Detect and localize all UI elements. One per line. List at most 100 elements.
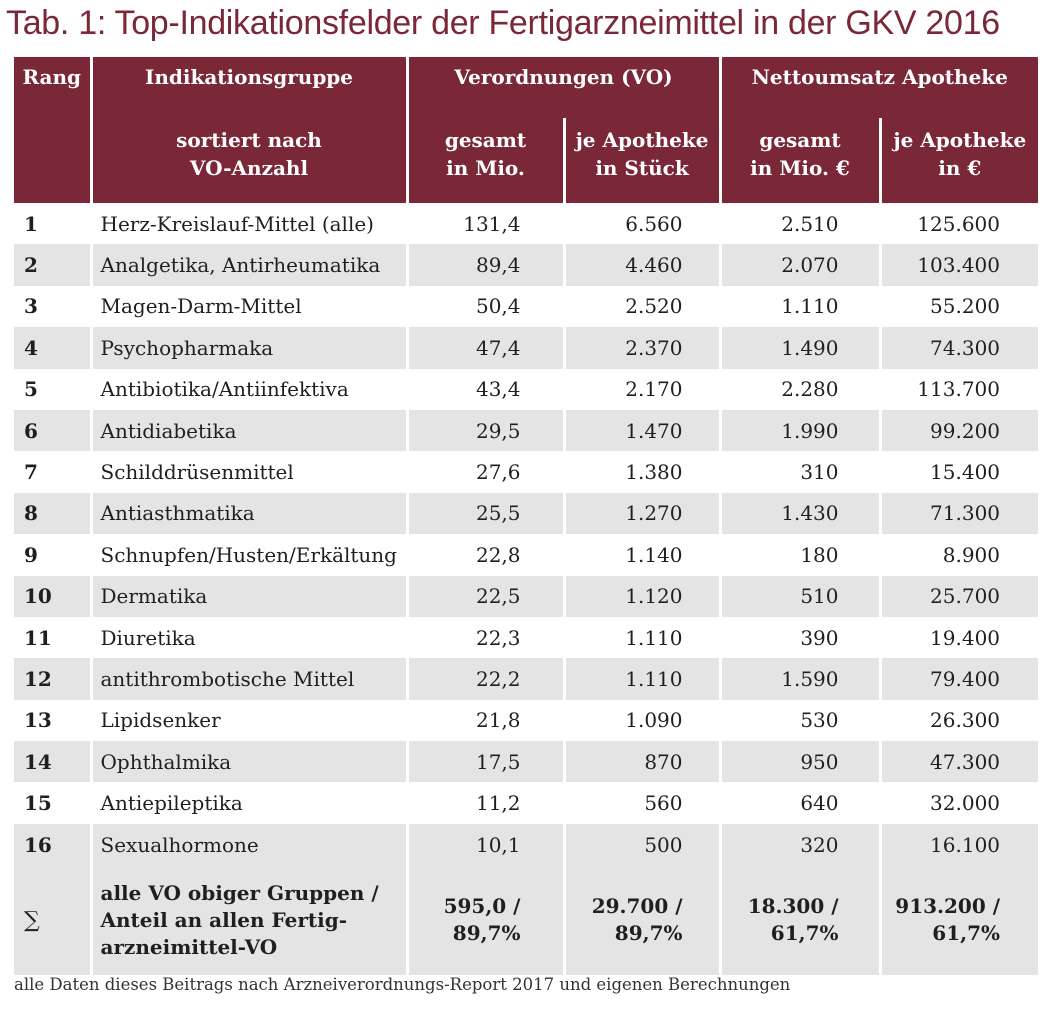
- row-rank: 8: [14, 492, 93, 535]
- header-group-sort: sortiert nach VO-Anzahl: [89, 118, 409, 203]
- sum-vo-total-value: 595,0 /: [443, 894, 521, 919]
- row-rev-pharmacy: 15.400: [878, 451, 1039, 493]
- row-rev-pharmacy: 26.300: [878, 699, 1039, 742]
- row-vo-total: 29,5: [405, 409, 566, 452]
- row-rev-pharmacy: 8.900: [878, 534, 1039, 576]
- header-group-sort-line1: sortiert nach: [176, 128, 322, 152]
- header-rev-pharmacy-line2: in €: [938, 156, 982, 180]
- header-vo-pharmacy: je Apotheke in Stück: [562, 118, 722, 203]
- table-row: 4 Psychopharmaka 47,4 2.370 1.490 74.300: [14, 327, 1039, 369]
- table-row: 8 Antiasthmatika 25,5 1.270 1.430 71.300: [14, 492, 1039, 535]
- row-rank: 1: [14, 203, 93, 245]
- row-indication-group: Ophthalmika: [89, 741, 409, 783]
- row-rank: 7: [14, 451, 93, 493]
- row-vo-total: 27,6: [405, 451, 566, 493]
- sum-vo-total: 595,0 / 89,7%: [405, 865, 566, 976]
- row-rev-total: 2.280: [718, 368, 882, 410]
- row-vo-total: 43,4: [405, 368, 566, 410]
- row-rev-pharmacy: 103.400: [878, 244, 1039, 286]
- table-row: 12 antithrombotische Mittel 22,2 1.110 1.590…: [14, 658, 1039, 700]
- header-rev-total: gesamt in Mio. €: [718, 118, 882, 203]
- row-rev-total: 320: [718, 823, 882, 866]
- header-group-sort-line2: VO-Anzahl: [189, 156, 309, 180]
- row-rev-pharmacy: 79.400: [878, 658, 1039, 700]
- row-rev-pharmacy: 99.200: [878, 409, 1039, 452]
- row-indication-group: antithrombotische Mittel: [89, 658, 409, 700]
- header-rank: Rang: [14, 57, 93, 203]
- table-title: Tab. 1: Top-Indikationsfelder der Fertig…: [6, 4, 1000, 42]
- header-vo-pharmacy-line1: je Apotheke: [575, 128, 709, 152]
- sum-rev-pharmacy-value: 913.200 /: [895, 894, 1001, 919]
- header-vo-total-line2: in Mio.: [446, 156, 525, 180]
- sum-symbol: ∑: [14, 865, 93, 976]
- row-rank: 14: [14, 741, 93, 783]
- table-row: 2 Analgetika, Antirheumatika 89,4 4.460 2.07…: [14, 244, 1039, 286]
- row-vo-pharmacy: 1.470: [562, 409, 722, 452]
- row-rev-pharmacy: 25.700: [878, 575, 1039, 617]
- row-rank: 15: [14, 782, 93, 824]
- table-row: 13 Lipidsenker 21,8 1.090 530 26.300: [14, 699, 1039, 742]
- row-rev-total: 2.510: [718, 203, 882, 245]
- row-rank: 9: [14, 534, 93, 576]
- row-vo-pharmacy: 4.460: [562, 244, 722, 286]
- row-indication-group: Dermatika: [89, 575, 409, 617]
- row-vo-pharmacy: 1.110: [562, 616, 722, 659]
- header-prescriptions: Verordnungen (VO): [405, 57, 722, 118]
- header-rev-pharmacy: je Apotheke in €: [878, 118, 1039, 203]
- row-indication-group: Analgetika, Antirheumatika: [89, 244, 409, 286]
- row-indication-group: Lipidsenker: [89, 699, 409, 742]
- row-vo-total: 131,4: [405, 203, 566, 245]
- row-vo-total: 50,4: [405, 285, 566, 328]
- row-vo-pharmacy: 500: [562, 823, 722, 866]
- header-vo-total-line1: gesamt: [444, 128, 527, 152]
- row-vo-pharmacy: 870: [562, 741, 722, 783]
- row-rev-total: 1.990: [718, 409, 882, 452]
- row-vo-total: 22,3: [405, 616, 566, 659]
- sum-rev-pharmacy-share: 61,7%: [932, 921, 1001, 946]
- row-rank: 12: [14, 658, 93, 700]
- table-row: 10 Dermatika 22,5 1.120 510 25.700: [14, 575, 1039, 617]
- row-rev-total: 640: [718, 782, 882, 824]
- row-rev-total: 1.430: [718, 492, 882, 535]
- row-vo-pharmacy: 560: [562, 782, 722, 824]
- table-row: 1 Herz-Kreislauf-Mittel (alle) 131,4 6.560 2…: [14, 203, 1039, 245]
- row-rank: 10: [14, 575, 93, 617]
- row-vo-pharmacy: 2.370: [562, 327, 722, 369]
- row-indication-group: Antiasthmatika: [89, 492, 409, 535]
- row-vo-total: 22,8: [405, 534, 566, 576]
- row-indication-group: Sexualhormone: [89, 823, 409, 866]
- row-vo-pharmacy: 1.140: [562, 534, 722, 576]
- table-body: 1 Herz-Kreislauf-Mittel (alle) 131,4 6.560 2…: [14, 203, 1039, 866]
- row-rank: 5: [14, 368, 93, 410]
- row-indication-group: Herz-Kreislauf-Mittel (alle): [89, 203, 409, 245]
- row-vo-pharmacy: 2.520: [562, 285, 722, 328]
- sum-label-line3: arzneimittel-VO: [100, 934, 278, 959]
- row-rank: 4: [14, 327, 93, 369]
- row-vo-pharmacy: 1.120: [562, 575, 722, 617]
- sum-vo-pharmacy-share: 89,7%: [614, 921, 683, 946]
- row-indication-group: Schilddrüsenmittel: [89, 451, 409, 493]
- row-rev-pharmacy: 47.300: [878, 741, 1039, 783]
- row-rev-total: 510: [718, 575, 882, 617]
- footnote: alle Daten dieses Beitrags nach Arzneive…: [14, 975, 791, 994]
- row-rev-total: 390: [718, 616, 882, 659]
- header-rev-pharmacy-line1: je Apotheke: [893, 128, 1027, 152]
- row-rev-pharmacy: 16.100: [878, 823, 1039, 866]
- sum-vo-pharmacy-value: 29.700 /: [591, 894, 683, 919]
- table-row: 6 Antidiabetika 29,5 1.470 1.990 99.200: [14, 409, 1039, 452]
- header-revenue: Nettoumsatz Apotheke: [718, 57, 1039, 118]
- table-row: 14 Ophthalmika 17,5 870 950 47.300: [14, 741, 1039, 783]
- row-indication-group: Antidiabetika: [89, 409, 409, 452]
- sum-row: ∑ alle VO obiger Gruppen / Anteil an all…: [14, 865, 1039, 976]
- row-rev-total: 1.490: [718, 327, 882, 369]
- sum-label-line1: alle VO obiger Gruppen /: [100, 880, 379, 905]
- row-vo-pharmacy: 1.090: [562, 699, 722, 742]
- header-rev-total-line1: gesamt: [759, 128, 841, 152]
- row-rank: 13: [14, 699, 93, 742]
- table-row: 15 Antiepileptika 11,2 560 640 32.000: [14, 782, 1039, 824]
- row-indication-group: Antiepileptika: [89, 782, 409, 824]
- row-indication-group: Magen-Darm-Mittel: [89, 285, 409, 328]
- row-vo-total: 22,2: [405, 658, 566, 700]
- row-rank: 6: [14, 409, 93, 452]
- row-rev-pharmacy: 113.700: [878, 368, 1039, 410]
